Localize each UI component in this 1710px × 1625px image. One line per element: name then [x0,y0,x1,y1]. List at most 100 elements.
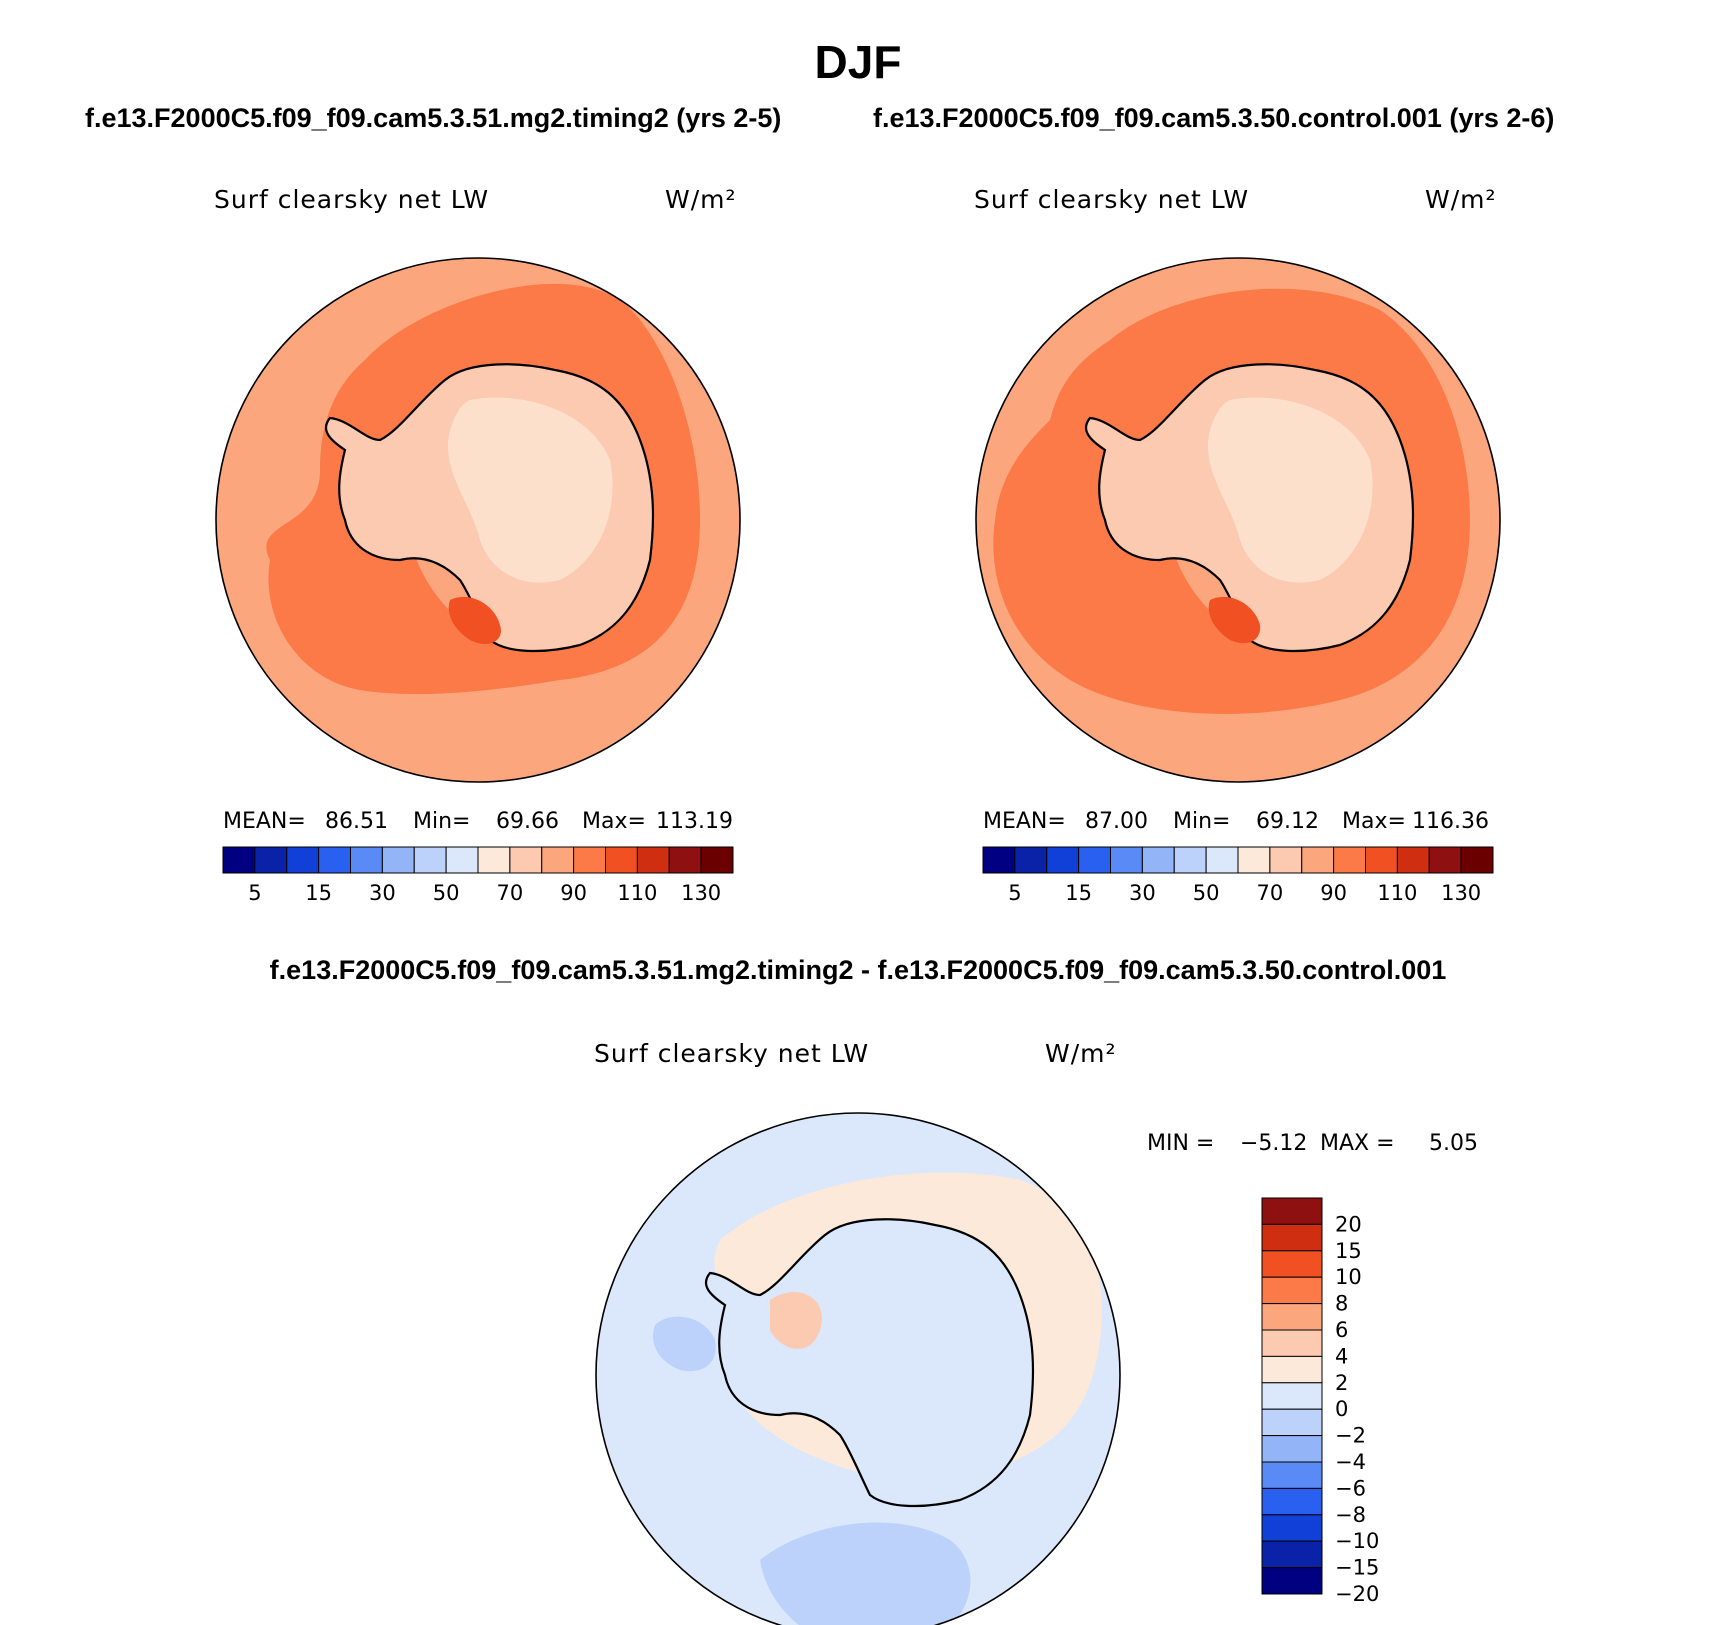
colorbar-tick-label: −15 [1335,1556,1379,1580]
colorbar-tick-label: 30 [1129,881,1156,905]
case-label-diff: f.e13.F2000C5.f09_f09.cam5.3.51.mg2.timi… [270,955,1447,985]
panel-left-map [216,258,740,782]
map-negative-patch [760,1522,971,1625]
panel-diff-title: Surf clearsky net LW [594,1039,869,1068]
case-label-left: f.e13.F2000C5.f09_f09.cam5.3.51.mg2.timi… [85,103,781,133]
colorbar-tick-label: 15 [1065,881,1092,905]
colorbar-tick-label: 130 [1441,881,1481,905]
colorbar-tick-label: 5 [1008,881,1021,905]
panel-right-mean: 87.00 [1085,809,1148,834]
colorbar-tick-label: 4 [1335,1344,1348,1368]
panel-left-mean-label: MEAN= [223,809,306,834]
colorbar-tick-label: 10 [1335,1265,1362,1289]
panel-right-mean-label: MEAN= [983,809,1066,834]
colorbar-swatch [1261,1514,1323,1542]
colorbar-swatch [1261,1250,1323,1278]
panel-diff-max-label: MAX = [1320,1131,1395,1156]
colorbar-tick-label: 8 [1335,1292,1348,1316]
colorbar-swatch [381,846,415,874]
colorbar-swatch [573,846,606,874]
colorbar-swatch [1460,846,1494,874]
colorbar-swatch [668,846,702,874]
colorbar-swatch [445,846,479,874]
colorbar-swatch [1261,1382,1323,1410]
colorbar-tick-label: 70 [1257,881,1284,905]
colorbar-tick-label: 70 [497,881,524,905]
colorbar-swatch [1261,1540,1323,1569]
panel-diff: Surf clearsky net LW W/m² MIN = −5.12 MA… [594,1039,1478,1625]
colorbar-tick-label: −2 [1335,1424,1366,1448]
colorbar-tick-label: 110 [617,881,657,905]
map-interior-plateau [1207,397,1373,583]
panel-right-units: W/m² [1425,185,1497,214]
map-negative-patch [652,1316,716,1372]
colorbar-swatch [1396,846,1430,874]
map-positive-patch [770,1291,822,1349]
panel-left-title: Surf clearsky net LW [214,185,489,214]
case-label-right: f.e13.F2000C5.f09_f09.cam5.3.50.control.… [873,103,1554,133]
panel-left-min: 69.66 [496,809,559,834]
colorbar-swatch [1261,1567,1323,1595]
colorbar-swatch [1269,846,1303,874]
colorbar-swatch [1261,1461,1323,1489]
colorbar-swatch [509,846,543,874]
panel-left: Surf clearsky net LW W/m² MEAN= 86.51 Mi… [214,185,741,905]
panel-right: Surf clearsky net LW W/m² MEAN= 87.00 Mi… [974,185,1501,905]
colorbar-tick-label: 90 [560,881,587,905]
colorbar-tick-label: 90 [1320,881,1347,905]
colorbar-tick-label: −4 [1335,1450,1366,1474]
figure-title: DJF [815,36,902,88]
colorbar-swatch [605,846,638,874]
panel-right-max-label: Max= [1342,809,1406,834]
colorbar-tick-label: 50 [433,881,460,905]
colorbar-swatch [1110,846,1143,874]
colorbar-tick-label: 110 [1377,881,1417,905]
colorbar-swatch [222,846,256,874]
colorbar-swatch [1046,846,1080,874]
map-interior-plateau [447,397,613,583]
colorbar-swatch [1301,846,1335,874]
colorbar-swatch [1078,846,1111,874]
colorbar-tick-label: 130 [681,881,721,905]
colorbar-swatch [982,846,1016,874]
panel-right-max: 116.36 [1412,809,1489,834]
panel-right-min: 69.12 [1256,809,1319,834]
colorbar-swatch [1261,1435,1323,1463]
colorbar-tick-label: 15 [1335,1239,1362,1263]
map-boundary [215,257,741,783]
colorbar-swatch [1237,846,1271,874]
colorbar-swatch [1333,846,1366,874]
colorbar-tick-label: −10 [1335,1529,1379,1553]
colorbar-swatch [1261,1303,1323,1331]
panel-left-units: W/m² [665,185,737,214]
colorbar-swatch [1261,1487,1323,1516]
panel-diff-max: 5.05 [1429,1131,1478,1156]
colorbar-swatch [1014,846,1048,874]
colorbar-swatch [413,846,447,874]
colorbar-swatch [1205,846,1239,874]
panel-left-mean: 86.51 [325,809,388,834]
panel-diff-map [596,1113,1120,1625]
colorbar-left: 5 15 30 50 70 90 110 130 [222,846,734,905]
map-max-patch [448,596,501,645]
colorbar-swatch [318,846,351,874]
panel-left-min-label: Min= [413,809,470,834]
colorbar-swatch [541,846,575,874]
colorbar-tick-label: 5 [248,881,261,905]
colorbar-tick-label: 50 [1193,881,1220,905]
colorbar-tick-label: 0 [1335,1397,1348,1421]
panel-diff-min-label: MIN = [1147,1131,1214,1156]
panel-right-min-label: Min= [1173,809,1230,834]
panel-left-max: 113.19 [656,809,733,834]
map-antarctica [704,1218,1035,1508]
panel-left-max-label: Max= [582,809,646,834]
panel-diff-min: −5.12 [1240,1131,1307,1156]
colorbar-swatch [254,846,288,874]
colorbar-swatch [636,846,670,874]
colorbar-tick-label: −6 [1335,1476,1366,1500]
panel-diff-units: W/m² [1045,1039,1117,1068]
colorbar-swatch [286,846,320,874]
colorbar-swatch [1261,1223,1323,1252]
panel-right-map [976,258,1500,782]
